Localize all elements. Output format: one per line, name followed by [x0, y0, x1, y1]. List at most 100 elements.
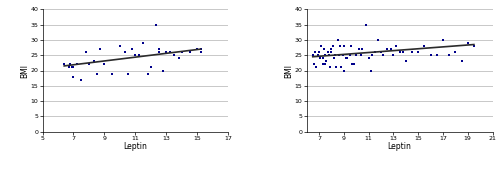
Point [439, 38, 447, 41]
Point [321, 63, 329, 66]
Point [100, 63, 108, 66]
Point [420, 45, 428, 48]
Point [335, 54, 343, 57]
Point [325, 54, 333, 57]
Point [396, 51, 404, 54]
Point [310, 63, 318, 66]
Point [387, 48, 395, 51]
Point [66, 63, 74, 66]
Point [70, 66, 78, 69]
Point [162, 51, 170, 54]
Point [340, 69, 347, 72]
Point [348, 63, 356, 66]
Point [432, 54, 440, 57]
Point [315, 51, 323, 54]
Point [334, 38, 342, 41]
Point [318, 63, 326, 66]
Point [194, 48, 202, 51]
Point [383, 48, 391, 51]
Point [324, 51, 332, 54]
Point [402, 60, 409, 63]
Point [338, 54, 346, 57]
Point [377, 51, 385, 54]
Y-axis label: BMI: BMI [284, 64, 293, 77]
Point [318, 45, 326, 48]
Point [414, 51, 422, 54]
Point [326, 66, 334, 69]
Point [96, 48, 104, 51]
Point [464, 42, 471, 45]
Point [458, 60, 466, 63]
Point [170, 54, 178, 57]
Point [72, 63, 80, 66]
Point [196, 48, 204, 51]
Point [364, 57, 372, 60]
Point [196, 51, 204, 54]
Point [452, 51, 460, 54]
Point [344, 57, 351, 60]
Point [160, 69, 168, 72]
Point [368, 54, 376, 57]
Point [139, 42, 147, 45]
Point [178, 51, 186, 54]
Point [65, 66, 73, 69]
Point [331, 54, 339, 57]
Point [60, 63, 68, 66]
Point [128, 48, 136, 51]
Point [392, 45, 400, 48]
Point [374, 38, 382, 41]
Point [399, 51, 407, 54]
Point [322, 60, 330, 63]
Point [144, 72, 152, 75]
Point [328, 51, 336, 54]
Point [354, 48, 362, 51]
Point [342, 57, 350, 60]
Point [90, 60, 98, 63]
Point [154, 48, 162, 51]
Point [328, 48, 336, 51]
Point [311, 51, 319, 54]
Point [308, 54, 316, 57]
Point [318, 57, 326, 60]
Point [338, 66, 345, 69]
Point [470, 45, 478, 48]
Point [390, 54, 398, 57]
Point [445, 54, 453, 57]
Point [166, 51, 173, 54]
Point [92, 72, 100, 75]
Point [336, 45, 344, 48]
Point [362, 23, 370, 26]
Point [370, 51, 378, 54]
Point [321, 54, 329, 57]
Point [328, 45, 336, 48]
Point [175, 57, 183, 60]
Point [147, 66, 155, 69]
Point [320, 48, 328, 51]
Point [120, 51, 128, 54]
Point [332, 66, 340, 69]
Point [82, 51, 90, 54]
Point [380, 54, 388, 57]
Point [116, 45, 124, 48]
Point [340, 45, 347, 48]
Point [108, 72, 116, 75]
Y-axis label: BMI: BMI [20, 64, 29, 77]
X-axis label: Leptin: Leptin [124, 142, 148, 151]
Point [85, 63, 93, 66]
Point [152, 23, 160, 26]
Point [357, 54, 365, 57]
Point [408, 51, 416, 54]
X-axis label: Leptin: Leptin [388, 142, 411, 151]
Point [132, 54, 140, 57]
Point [330, 57, 338, 60]
Point [316, 57, 324, 60]
Point [352, 54, 360, 57]
Point [346, 54, 354, 57]
Point [124, 72, 132, 75]
Point [314, 54, 322, 57]
Point [68, 66, 76, 69]
Point [347, 45, 355, 48]
Point [134, 54, 142, 57]
Point [154, 51, 162, 54]
Point [426, 54, 434, 57]
